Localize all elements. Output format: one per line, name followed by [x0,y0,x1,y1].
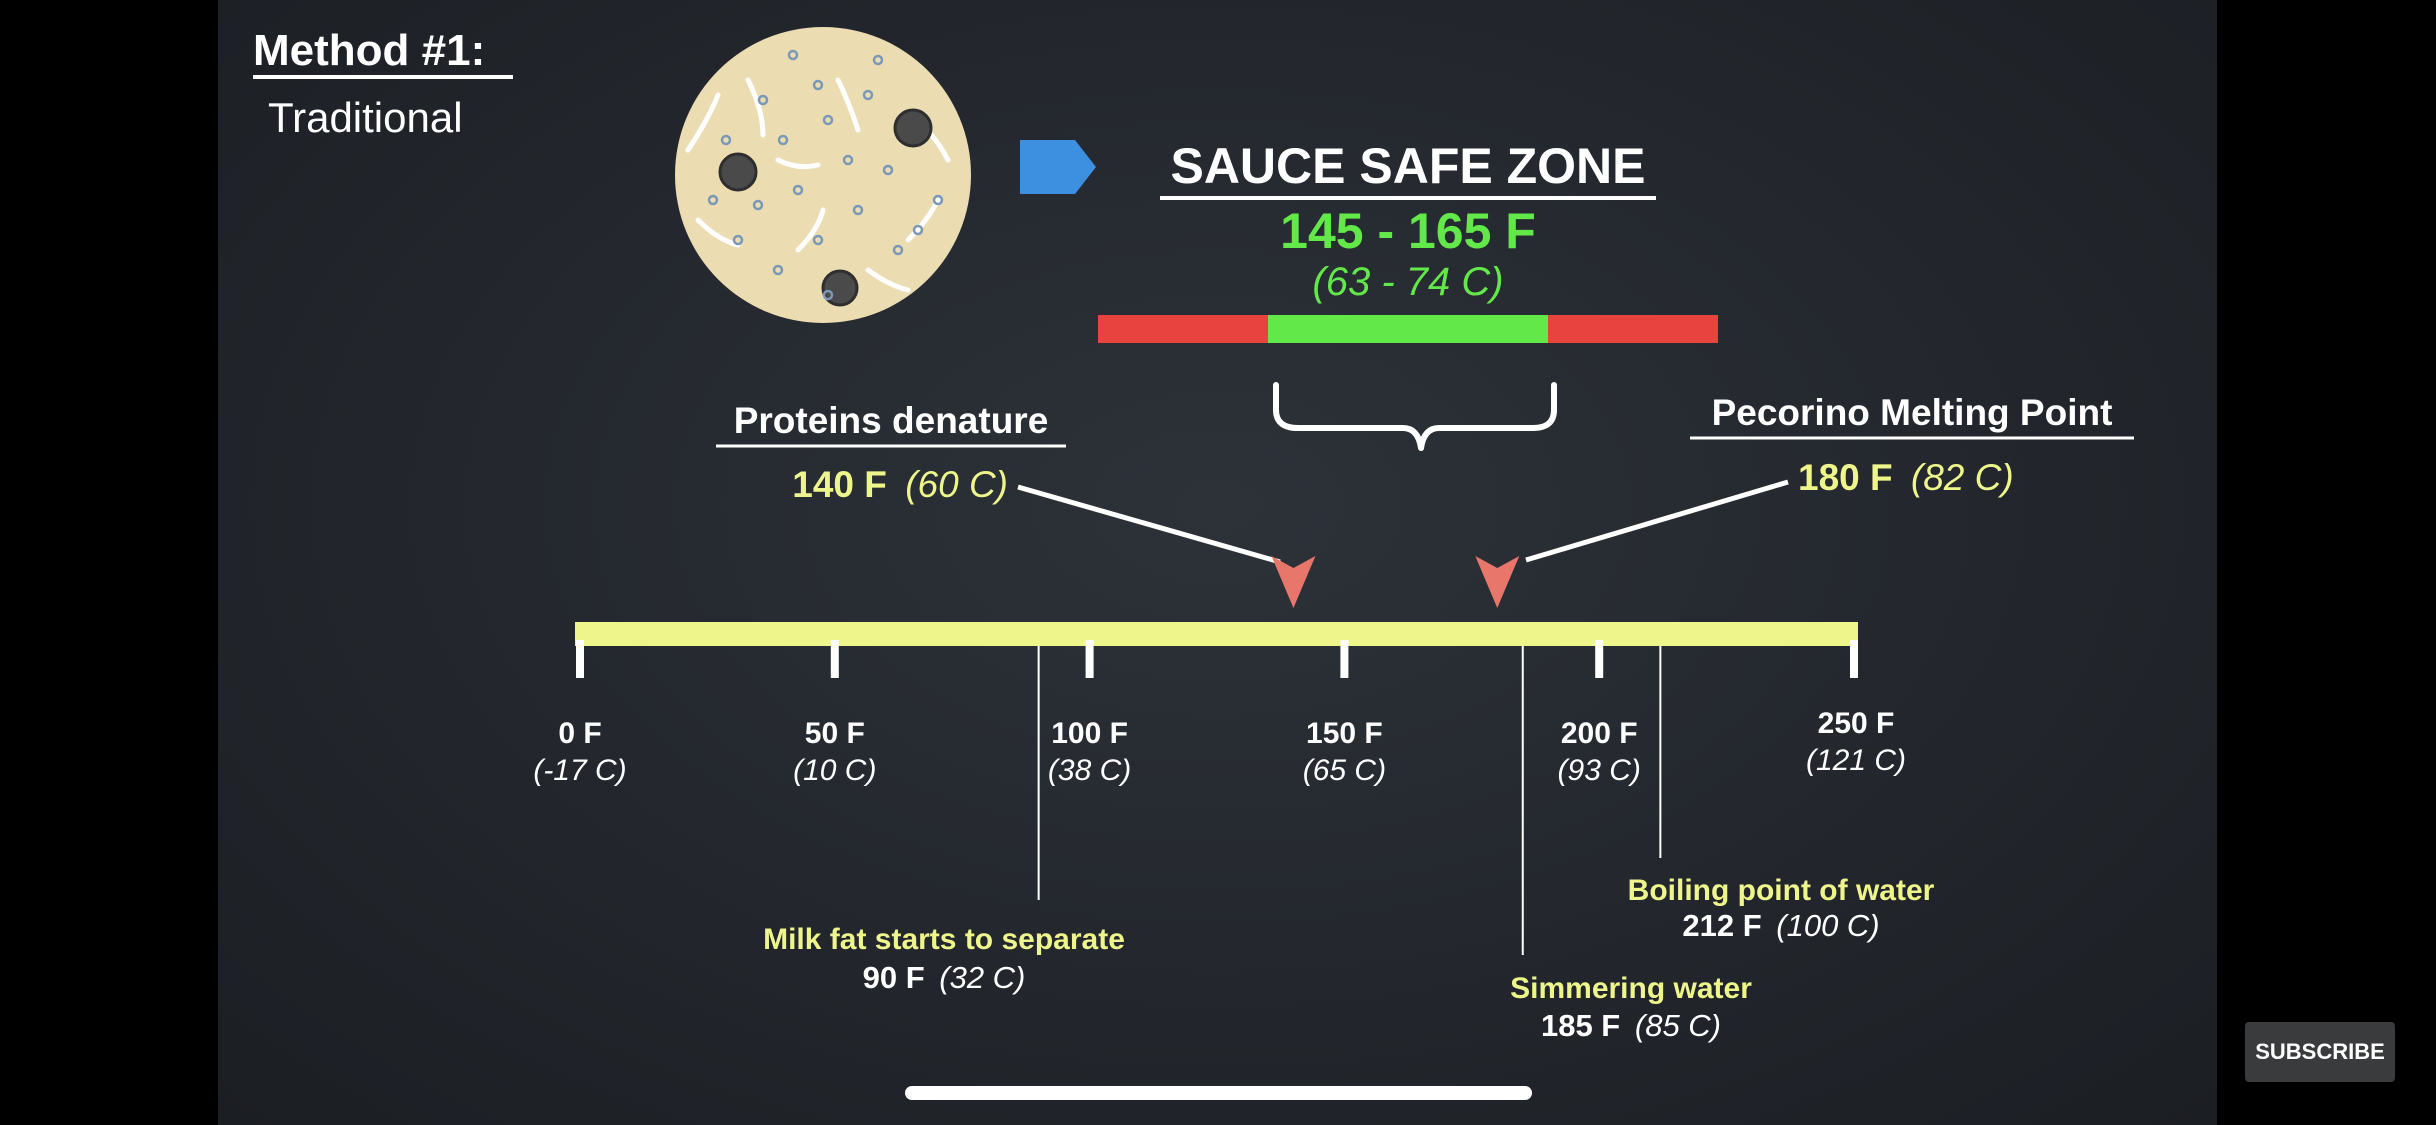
scale-tick-label-f: 250 F [1818,707,1895,740]
milkfat-label: Milk fat starts to separate [763,923,1125,956]
scale-tick [830,640,839,678]
boiling-label: Boiling point of water [1628,874,1935,907]
proteins-value-f: 140 F [792,464,887,505]
boiling-value-c: (100 C) [1776,908,1879,943]
scale-ticks: 0 F (-17 C) 50 F (10 C) 100 F (38 C) 150 F (65 … [533,640,1906,787]
scale-tick [1340,640,1349,678]
scale-tick-label-f: 100 F [1051,717,1128,750]
milkfat-value: 90 F (32 C) [863,960,1026,995]
simmering-value: 185 F (85 C) [1541,1008,1721,1043]
scale-reference-lines [1037,646,1662,955]
scale-tick-label-c: (10 C) [793,754,876,787]
temperature-scale-bar [575,622,1858,646]
boiling-value-f: 212 F [1682,908,1761,943]
boiling-value: 212 F (100 C) [1682,908,1879,943]
cheese-wheel-icon [675,27,971,323]
home-indicator[interactable] [905,1086,1532,1100]
pecorino-value-f: 180 F [1798,457,1893,498]
safe-zone-bar [1098,315,1718,343]
temperature-diagram: Method #1: Traditional [253,26,2134,1043]
subscribe-button[interactable]: SUBSCRIBE [2245,1022,2395,1082]
safe-zone-range-f: 145 - 165 F [1280,203,1536,259]
scale-tick-label-c: (-17 C) [533,754,626,787]
scale-tick-label-c: (38 C) [1048,754,1131,787]
temperature-marker-icon [1271,556,1316,608]
scale-tick-label-f: 200 F [1561,717,1638,750]
safe-zone-range-c: (63 - 74 C) [1312,260,1503,304]
scale-tick-label-f: 150 F [1306,717,1383,750]
pointer-arrow-icon [1020,140,1096,194]
scale-tick [1085,640,1094,678]
safe-zone-title: SAUCE SAFE ZONE [1170,138,1645,194]
simmering-value-f: 185 F [1541,1008,1620,1043]
proteins-label: Proteins denature [734,400,1049,441]
slide: Method #1: Traditional [218,0,2217,1125]
scale-tick [1595,640,1604,678]
pecorino-label: Pecorino Melting Point [1712,392,2113,433]
scale-tick [1850,640,1858,678]
scale-tick-label-c: (65 C) [1303,754,1386,787]
method-title: Method #1: [253,26,485,75]
method-subtitle: Traditional [268,94,463,141]
scale-tick [576,640,584,678]
pecorino-leader-line [1525,479,1789,563]
proteins-value: 140 F (60 C) [792,464,1008,505]
safe-zone-brace-icon [1273,382,1557,451]
scale-tick-label-f: 0 F [558,717,601,750]
proteins-value-c: (60 C) [905,464,1008,505]
scale-tick-label-c: (121 C) [1806,744,1906,777]
pecorino-value: 180 F (82 C) [1798,457,2014,498]
milkfat-value-c: (32 C) [939,960,1025,995]
scale-markers [1271,556,1520,608]
simmering-label: Simmering water [1510,972,1752,1005]
temperature-marker-icon [1475,556,1520,608]
scale-tick-label-f: 50 F [805,717,865,750]
proteins-leader-line [1017,484,1281,565]
pecorino-value-c: (82 C) [1911,457,2014,498]
scale-tick-label-c: (93 C) [1558,754,1641,787]
simmering-value-c: (85 C) [1635,1008,1721,1043]
milkfat-value-f: 90 F [863,960,925,995]
